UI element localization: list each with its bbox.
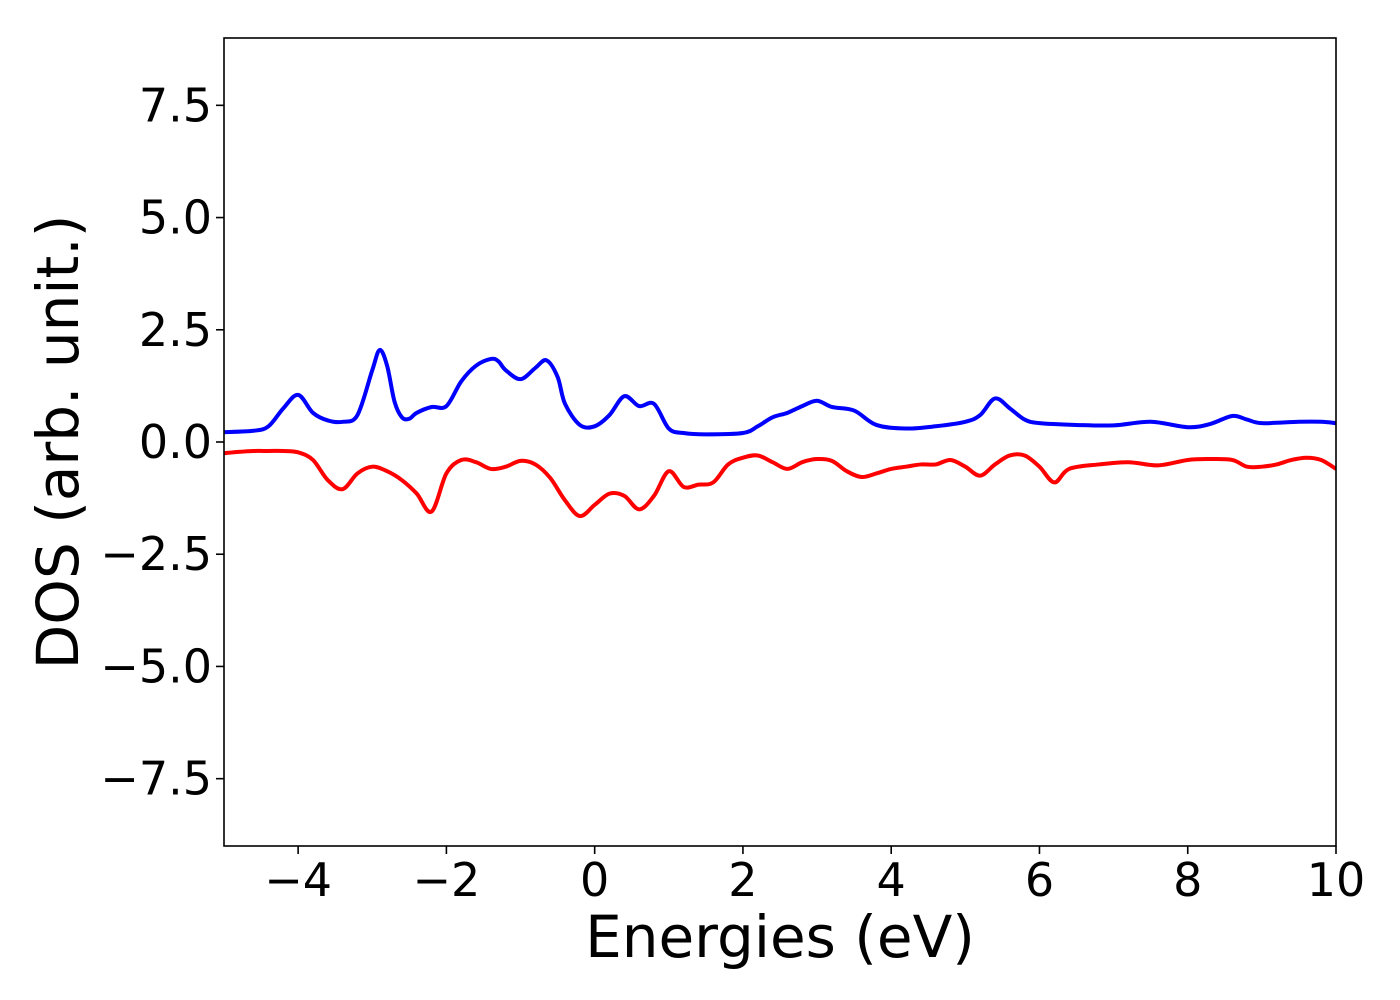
series-line-2 [224,448,1336,519]
series-line-1 [224,347,1336,437]
series-layer [224,347,1336,519]
x-tick-label: 8 [1173,853,1202,907]
y-tick-label: 0.0 [139,415,212,469]
x-tick-label: 0 [580,853,609,907]
y-axis-label: DOS (arb. unit.) [24,215,92,670]
y-tick-label: −5.0 [100,639,212,693]
x-tick-label: 10 [1307,853,1366,907]
y-tick-label: −7.5 [100,752,212,806]
x-tick-label: −4 [264,853,332,907]
x-axis-ticks: −4 −2 0 2 4 6 8 10 [264,846,1365,907]
x-axis-label: Energies (eV) [585,903,975,971]
y-tick-label: −2.5 [100,527,212,581]
y-tick-label: 5.0 [139,191,212,245]
x-tick-label: −2 [412,853,480,907]
x-tick-label: 2 [728,853,757,907]
x-tick-label: 6 [1025,853,1054,907]
y-tick-label: 2.5 [139,303,212,357]
x-tick-label: 4 [877,853,906,907]
y-tick-label: 7.5 [139,78,212,132]
y-axis-ticks: 7.5 5.0 2.5 0.0 −2.5 −5.0 −7.5 [100,78,224,806]
